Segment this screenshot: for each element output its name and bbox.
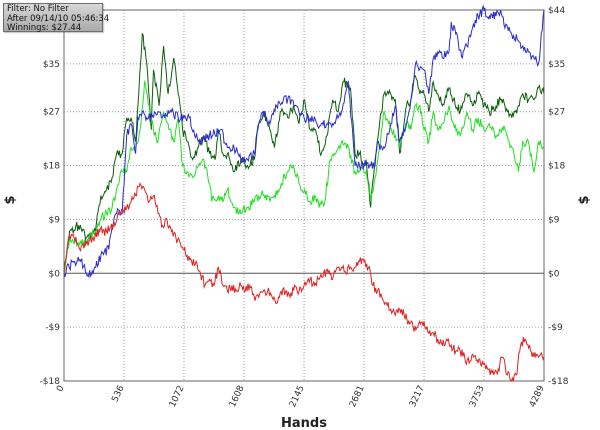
y-tick-label-left: $35 (43, 60, 60, 70)
y-tick-label-left: $27 (43, 108, 60, 118)
x-tick-label: 3753 (468, 384, 487, 409)
x-tick-label: 1608 (228, 384, 247, 409)
winnings-label: Winnings: $27.44 (7, 23, 82, 34)
y-tick-label-left: -$9 (45, 323, 60, 333)
y-tick-label-left: $18 (43, 162, 60, 172)
y-tick-label-right: $0 (548, 269, 560, 279)
y-axis-title-left: $ (3, 195, 18, 204)
y-tick-label-right: $44 (548, 6, 565, 16)
x-axis-title: Hands (281, 416, 327, 430)
x-tick-label: 4289 (528, 384, 547, 409)
y-tick-label-right: $9 (548, 215, 560, 225)
y-tick-label-right: -$9 (548, 323, 563, 333)
filter-info-box[interactable]: Filter: No Filter After 09/14/10 05:46:3… (3, 3, 110, 34)
x-tick-label: 536 (110, 384, 126, 404)
y-tick-label-right: $35 (548, 60, 565, 70)
x-tick-label: 2681 (348, 384, 367, 409)
grid-lines (64, 10, 544, 381)
y-axis-title-right: $ (577, 195, 592, 204)
series-line-light-green (63, 79, 545, 274)
x-tick-label: 3217 (408, 384, 427, 409)
series-line-dark-green (63, 32, 545, 274)
x-tick-label: 2145 (288, 384, 307, 409)
y-tick-label-left: -$18 (40, 377, 61, 387)
y-tick-label-right: -$18 (548, 377, 569, 387)
y-tick-label-left: $0 (49, 269, 61, 279)
series-line-red (63, 182, 545, 382)
y-tick-label-left: $9 (49, 215, 61, 225)
date-filter-label: After 09/14/10 05:46:34 (7, 13, 110, 24)
x-tick-label: 0 (55, 384, 67, 394)
x-tick-label: 1072 (168, 384, 187, 409)
y-tick-label-right: $18 (548, 162, 565, 172)
y-tick-label-right: $27 (548, 108, 565, 118)
filter-label: Filter: No Filter (7, 4, 69, 14)
series-line-blue (63, 4, 545, 279)
series-group (63, 4, 545, 382)
